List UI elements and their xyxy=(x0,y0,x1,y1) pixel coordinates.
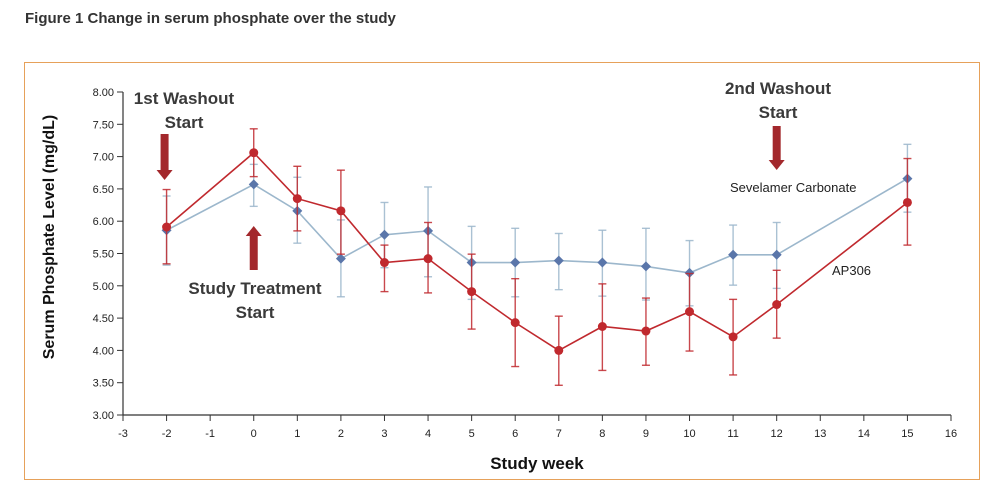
data-point xyxy=(640,261,651,272)
data-point xyxy=(379,229,390,240)
figure-title: Figure 1 Change in serum phosphate over … xyxy=(25,10,396,27)
x-tick-label: 4 xyxy=(425,428,431,440)
data-point xyxy=(162,222,172,232)
x-tick-label: 14 xyxy=(858,428,870,440)
chart-series-layer: Sevelamer Carbonate AP306 xyxy=(161,128,913,386)
x-tick-label: -1 xyxy=(205,428,215,440)
data-point xyxy=(554,345,564,355)
arrow-shaft xyxy=(160,134,169,170)
y-tick-label: 7.50 xyxy=(93,119,114,131)
arrow-head xyxy=(245,226,262,236)
x-tick-label: 1 xyxy=(294,428,300,440)
data-point xyxy=(553,255,564,266)
x-tick-label: 7 xyxy=(556,428,562,440)
annotation-text: Study Treatment xyxy=(188,279,322,298)
annotation-text: Start xyxy=(759,103,798,122)
x-tick-label: 2 xyxy=(338,428,344,440)
chart-axes: 3.00 3.50 4.00 4.50 5.00 5.50 6.00 6.50 7.00 7.50… xyxy=(93,87,958,440)
x-tick-label: -3 xyxy=(118,428,128,440)
x-tick-label: 10 xyxy=(683,428,695,440)
data-point xyxy=(467,287,477,297)
data-point xyxy=(772,300,782,310)
y-tick-label: 7.00 xyxy=(93,152,114,164)
x-tick-label: 15 xyxy=(901,428,913,440)
data-point xyxy=(335,253,346,264)
y-tick-label: 6.00 xyxy=(93,216,114,228)
series-ap306 xyxy=(162,128,912,386)
annotation-arrow xyxy=(768,126,785,170)
y-tick-label: 8.00 xyxy=(93,87,114,99)
x-tick-label: 13 xyxy=(814,428,826,440)
error-bar xyxy=(380,244,389,293)
series-label: AP306 xyxy=(832,263,871,278)
arrow-shaft xyxy=(772,126,781,160)
data-point xyxy=(379,258,389,268)
data-point xyxy=(728,249,739,260)
y-tick-label: 5.00 xyxy=(93,281,114,293)
x-tick-label: 0 xyxy=(251,428,257,440)
arrow-head xyxy=(156,170,173,180)
data-point xyxy=(249,148,259,158)
arrow-shaft xyxy=(249,236,258,270)
x-tick-label: 11 xyxy=(727,428,738,440)
y-tick-label: 4.50 xyxy=(93,313,114,325)
data-point xyxy=(423,254,433,264)
x-tick-label: 5 xyxy=(469,428,475,440)
data-point xyxy=(292,194,302,204)
annotation-text: 2nd Washout xyxy=(725,79,831,98)
x-tick-label: 16 xyxy=(945,428,957,440)
x-tick-label: -2 xyxy=(162,428,172,440)
annotation-arrow xyxy=(245,226,262,270)
data-point xyxy=(336,206,346,216)
annotation-text: Start xyxy=(165,113,204,132)
y-tick-label: 4.00 xyxy=(93,345,114,357)
annotation-arrow xyxy=(156,134,173,180)
x-tick-label: 8 xyxy=(599,428,605,440)
data-point xyxy=(510,318,520,328)
data-point xyxy=(685,307,695,317)
annotation: 1st Washout Start xyxy=(134,89,235,180)
arrow-head xyxy=(768,160,785,170)
data-point xyxy=(597,321,607,331)
x-tick-label: 12 xyxy=(771,428,783,440)
y-tick-label: 3.00 xyxy=(93,410,114,422)
annotation-text: Start xyxy=(236,303,275,322)
annotation: 2nd Washout Start xyxy=(725,79,831,170)
x-tick-label: 3 xyxy=(381,428,387,440)
annotation-text: 1st Washout xyxy=(134,89,235,108)
y-tick-label: 6.50 xyxy=(93,184,114,196)
data-point xyxy=(771,249,782,260)
y-tick-label: 5.50 xyxy=(93,249,114,261)
data-point xyxy=(728,332,738,342)
x-tick-label: 9 xyxy=(643,428,649,440)
series-label: Sevelamer Carbonate xyxy=(730,180,856,195)
y-tick-label: 3.50 xyxy=(93,378,114,390)
annotation: Study Treatment Start xyxy=(188,226,322,322)
data-point xyxy=(248,179,259,190)
data-point xyxy=(510,257,521,268)
x-axis-label: Study week xyxy=(490,454,584,473)
data-point xyxy=(597,257,608,268)
data-point xyxy=(902,197,912,207)
y-axis-label: Serum Phosphate Level (mg/dL) xyxy=(41,115,58,359)
data-point xyxy=(641,326,651,336)
x-tick-label: 6 xyxy=(512,428,518,440)
